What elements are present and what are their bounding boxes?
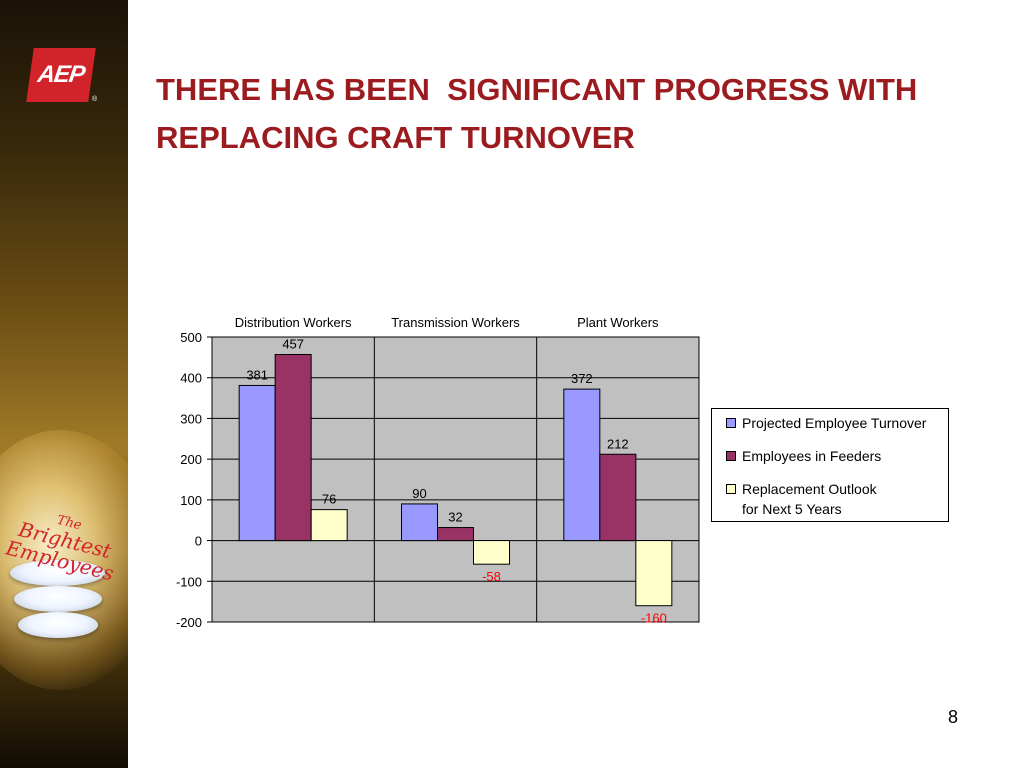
registered-mark: ® (92, 96, 98, 103)
data-label: 76 (322, 492, 336, 507)
plot-area (211, 336, 700, 623)
y-tick-label: 200 (180, 452, 202, 467)
y-tick-label: 400 (180, 371, 202, 386)
data-label: 90 (412, 486, 426, 501)
slide-title-line: REPLACING CRAFT TURNOVER (156, 120, 635, 155)
slide-title-line: THERE HAS BEEN SIGNIFICANT PROGRESS WITH (156, 72, 918, 107)
legend-swatch (726, 484, 736, 494)
data-label: 381 (246, 367, 268, 382)
bar (238, 384, 276, 542)
bar (635, 540, 673, 607)
y-tick-label: -200 (176, 615, 202, 630)
y-tick-label: 300 (180, 411, 202, 426)
bar (401, 503, 438, 542)
legend-swatch (726, 451, 736, 461)
data-label: 212 (607, 436, 629, 451)
y-tick-label: 100 (180, 493, 202, 508)
y-tick-label: -100 (176, 574, 202, 589)
legend-label: Employees in Feeders (742, 448, 882, 464)
bar (563, 388, 601, 542)
aep-logo: AEP (26, 48, 96, 102)
bar (274, 354, 312, 542)
y-tick-label: 0 (195, 534, 202, 549)
data-label: -58 (482, 569, 501, 584)
bar (437, 527, 474, 542)
y-tick-label: 500 (180, 330, 202, 345)
category-label: Plant Workers (577, 315, 659, 330)
data-label: 32 (448, 510, 462, 525)
chart-legend: Projected Employee Turnover Employees in… (711, 408, 949, 522)
light-bulb-icon (10, 560, 105, 586)
category-label: Distribution Workers (235, 315, 352, 330)
light-bulb-coil-icon (14, 586, 102, 612)
legend-label: Projected Employee Turnover (742, 415, 927, 431)
data-label: -160 (641, 611, 667, 626)
data-label: 372 (571, 371, 593, 386)
data-label: 457 (282, 337, 304, 352)
sidebar-decoration: AEP ® The Brightest Employees (0, 0, 128, 768)
bar (473, 540, 510, 565)
slide-title: THERE HAS BEEN SIGNIFICANT PROGRESS WITH… (156, 66, 1006, 162)
bar (310, 509, 348, 542)
legend-label: Replacement Outlook for Next 5 Years (742, 481, 877, 517)
category-label: Transmission Workers (391, 315, 520, 330)
page-number: 8 (948, 707, 959, 727)
bar (599, 453, 637, 542)
light-bulb-coil-icon (18, 612, 98, 638)
legend-swatch (726, 418, 736, 428)
